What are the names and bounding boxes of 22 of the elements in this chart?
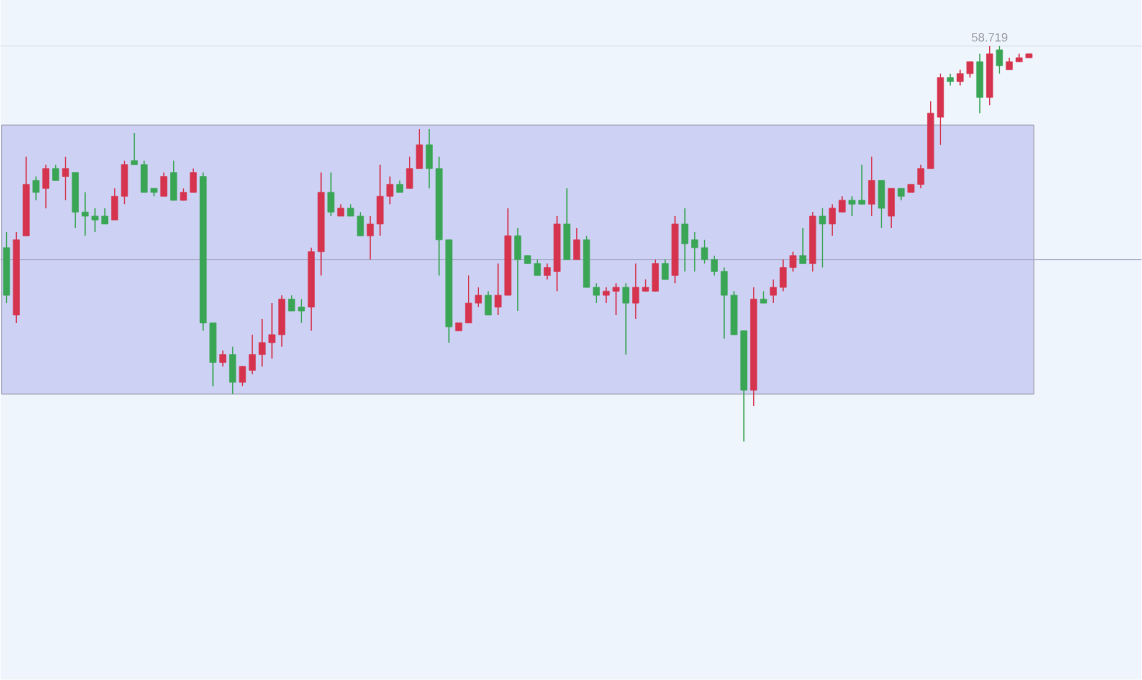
candlestick bbox=[976, 53, 984, 115]
candlestick bbox=[887, 188, 895, 229]
candlestick bbox=[32, 176, 40, 202]
candlestick bbox=[327, 172, 335, 217]
candlestick bbox=[160, 172, 168, 198]
candlestick bbox=[484, 290, 492, 316]
candlestick bbox=[3, 231, 10, 305]
candlestick bbox=[986, 45, 994, 107]
candlestick bbox=[996, 45, 1003, 75]
candlestick bbox=[229, 346, 237, 396]
candlestick bbox=[62, 156, 69, 202]
candlestick bbox=[563, 188, 571, 261]
candlestick bbox=[819, 207, 826, 269]
candlestick bbox=[868, 156, 876, 217]
candlestick bbox=[170, 160, 178, 202]
candlestick bbox=[661, 259, 669, 281]
candlestick bbox=[809, 211, 817, 273]
candlestick bbox=[42, 164, 50, 210]
candlestick bbox=[622, 283, 630, 356]
candlestick bbox=[799, 227, 807, 265]
candlestick bbox=[878, 180, 885, 229]
candlestick bbox=[573, 227, 581, 261]
